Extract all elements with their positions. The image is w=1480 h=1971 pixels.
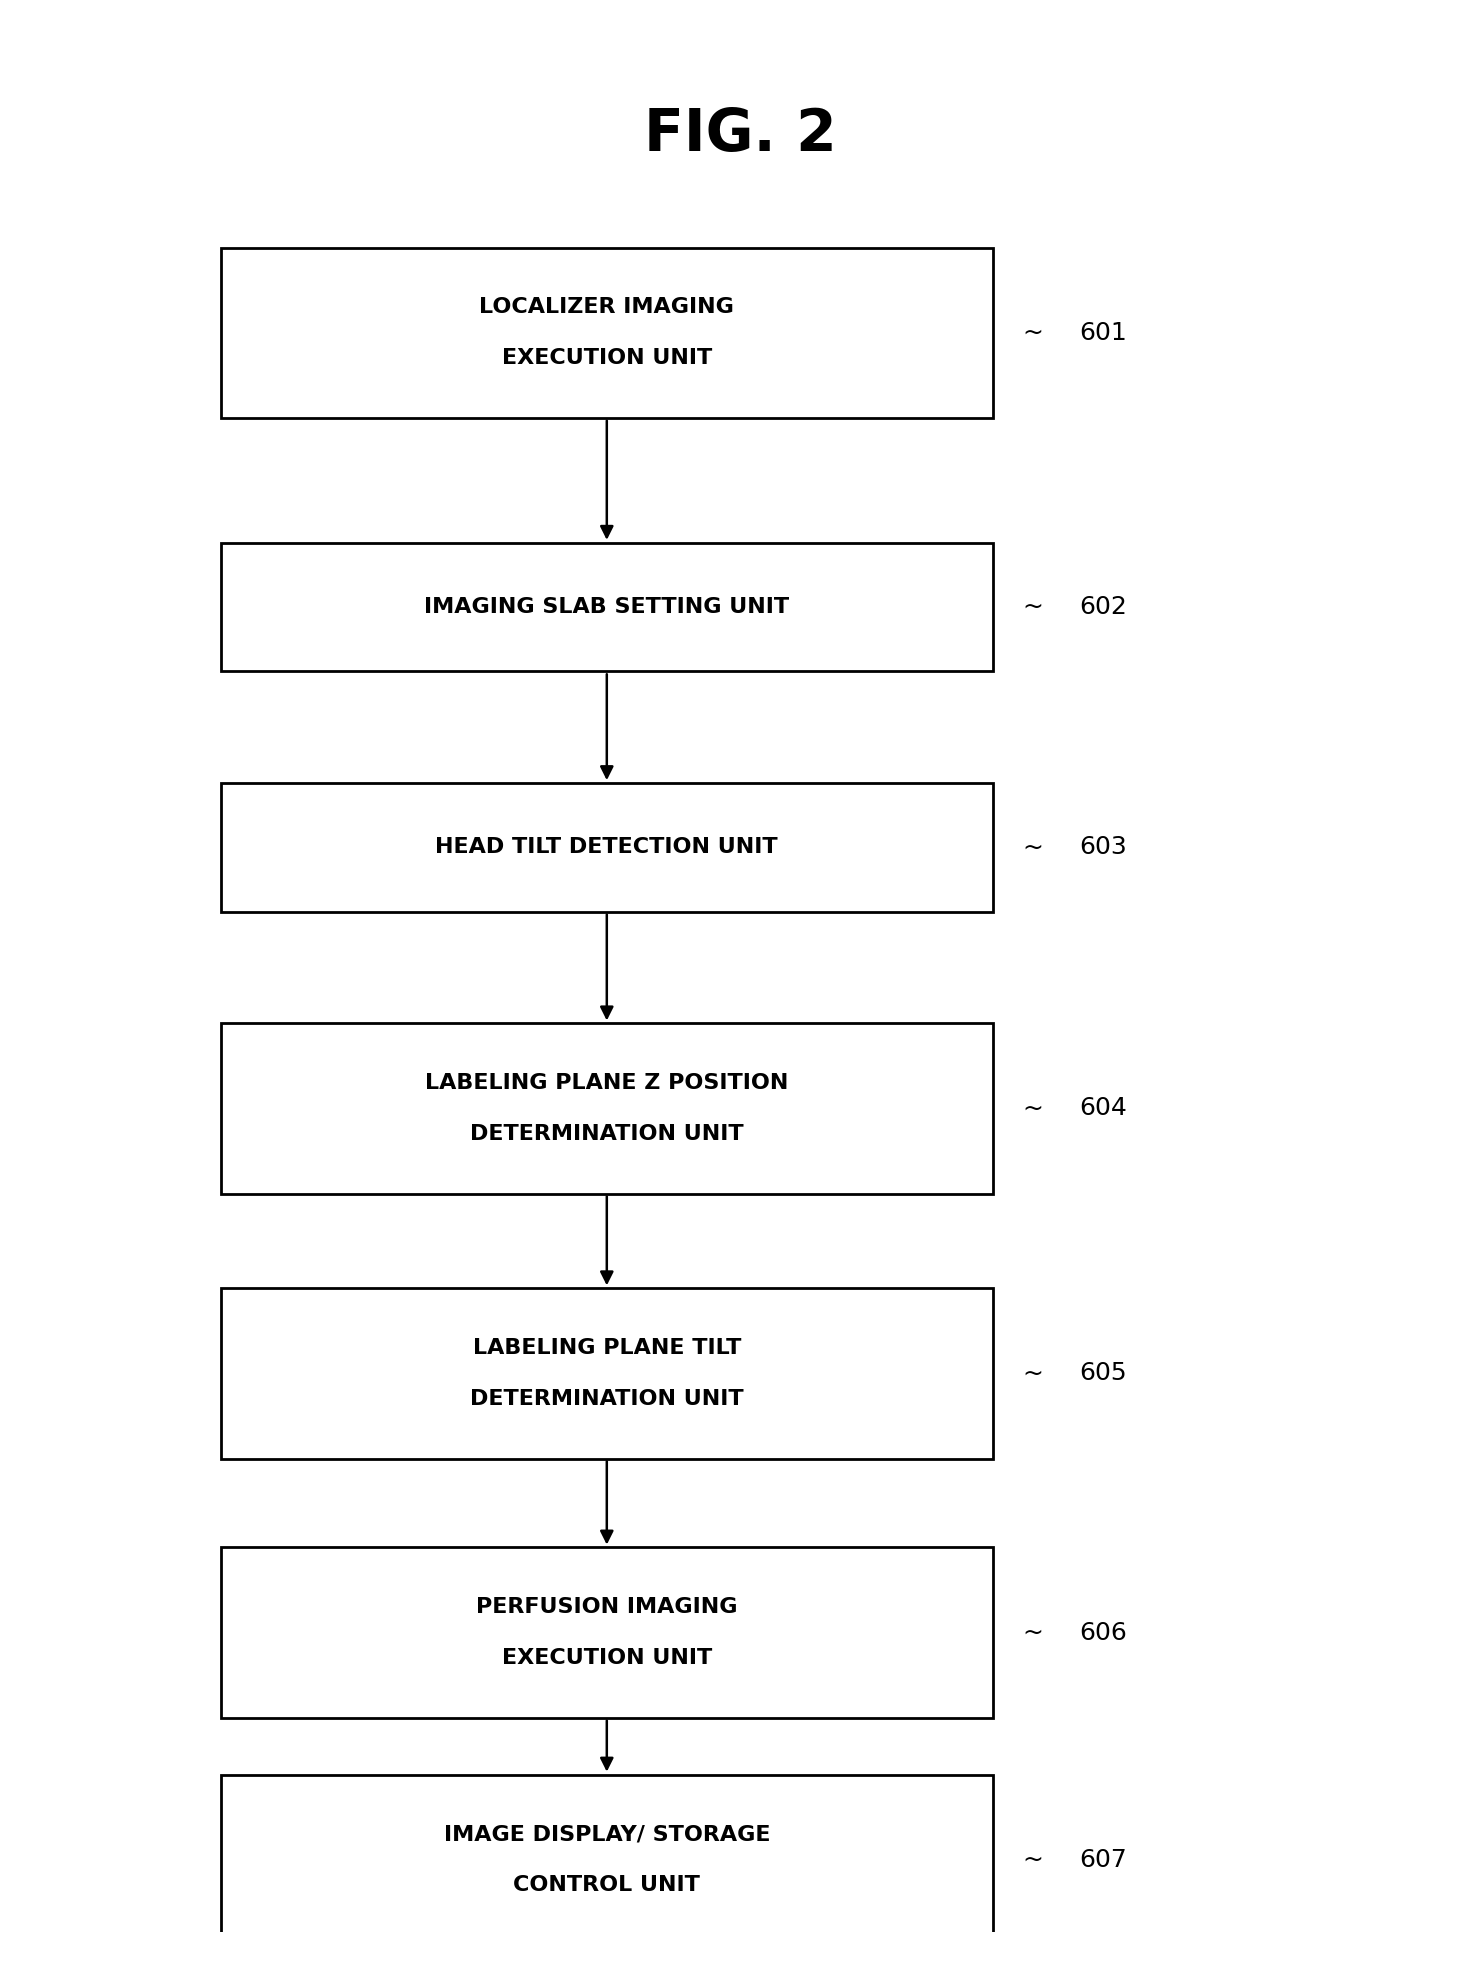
Text: ~: ~	[1023, 321, 1043, 345]
Text: FIG. 2: FIG. 2	[644, 106, 836, 162]
Text: 604: 604	[1079, 1096, 1128, 1120]
Text: IMAGE DISPLAY/ STORAGE: IMAGE DISPLAY/ STORAGE	[444, 1823, 770, 1845]
Bar	[221, 1023, 993, 1194]
Text: 605: 605	[1079, 1362, 1128, 1386]
Text: 606: 606	[1079, 1620, 1128, 1644]
Bar	[221, 782, 993, 913]
Text: EXECUTION UNIT: EXECUTION UNIT	[502, 1648, 712, 1667]
Text: ~: ~	[1023, 1362, 1043, 1386]
Text: LABELING PLANE TILT: LABELING PLANE TILT	[472, 1338, 741, 1358]
Text: 602: 602	[1079, 595, 1128, 619]
Text: DETERMINATION UNIT: DETERMINATION UNIT	[471, 1390, 743, 1409]
Text: ~: ~	[1023, 836, 1043, 859]
Text: 607: 607	[1079, 1847, 1128, 1872]
Text: ~: ~	[1023, 1096, 1043, 1120]
Text: LOCALIZER IMAGING: LOCALIZER IMAGING	[480, 298, 734, 317]
Text: LABELING PLANE Z POSITION: LABELING PLANE Z POSITION	[425, 1072, 789, 1094]
Bar	[221, 1289, 993, 1459]
Text: ~: ~	[1023, 595, 1043, 619]
Bar	[221, 248, 993, 418]
Text: CONTROL UNIT: CONTROL UNIT	[514, 1874, 700, 1896]
Text: DETERMINATION UNIT: DETERMINATION UNIT	[471, 1123, 743, 1143]
Bar	[221, 1774, 993, 1945]
Text: EXECUTION UNIT: EXECUTION UNIT	[502, 349, 712, 369]
Text: HEAD TILT DETECTION UNIT: HEAD TILT DETECTION UNIT	[435, 838, 778, 857]
Text: IMAGING SLAB SETTING UNIT: IMAGING SLAB SETTING UNIT	[425, 597, 789, 617]
Bar	[221, 542, 993, 672]
Text: 603: 603	[1079, 836, 1128, 859]
Text: 601: 601	[1079, 321, 1128, 345]
Text: ~: ~	[1023, 1620, 1043, 1644]
Text: PERFUSION IMAGING: PERFUSION IMAGING	[477, 1597, 737, 1616]
Text: ~: ~	[1023, 1847, 1043, 1872]
Bar	[221, 1547, 993, 1719]
